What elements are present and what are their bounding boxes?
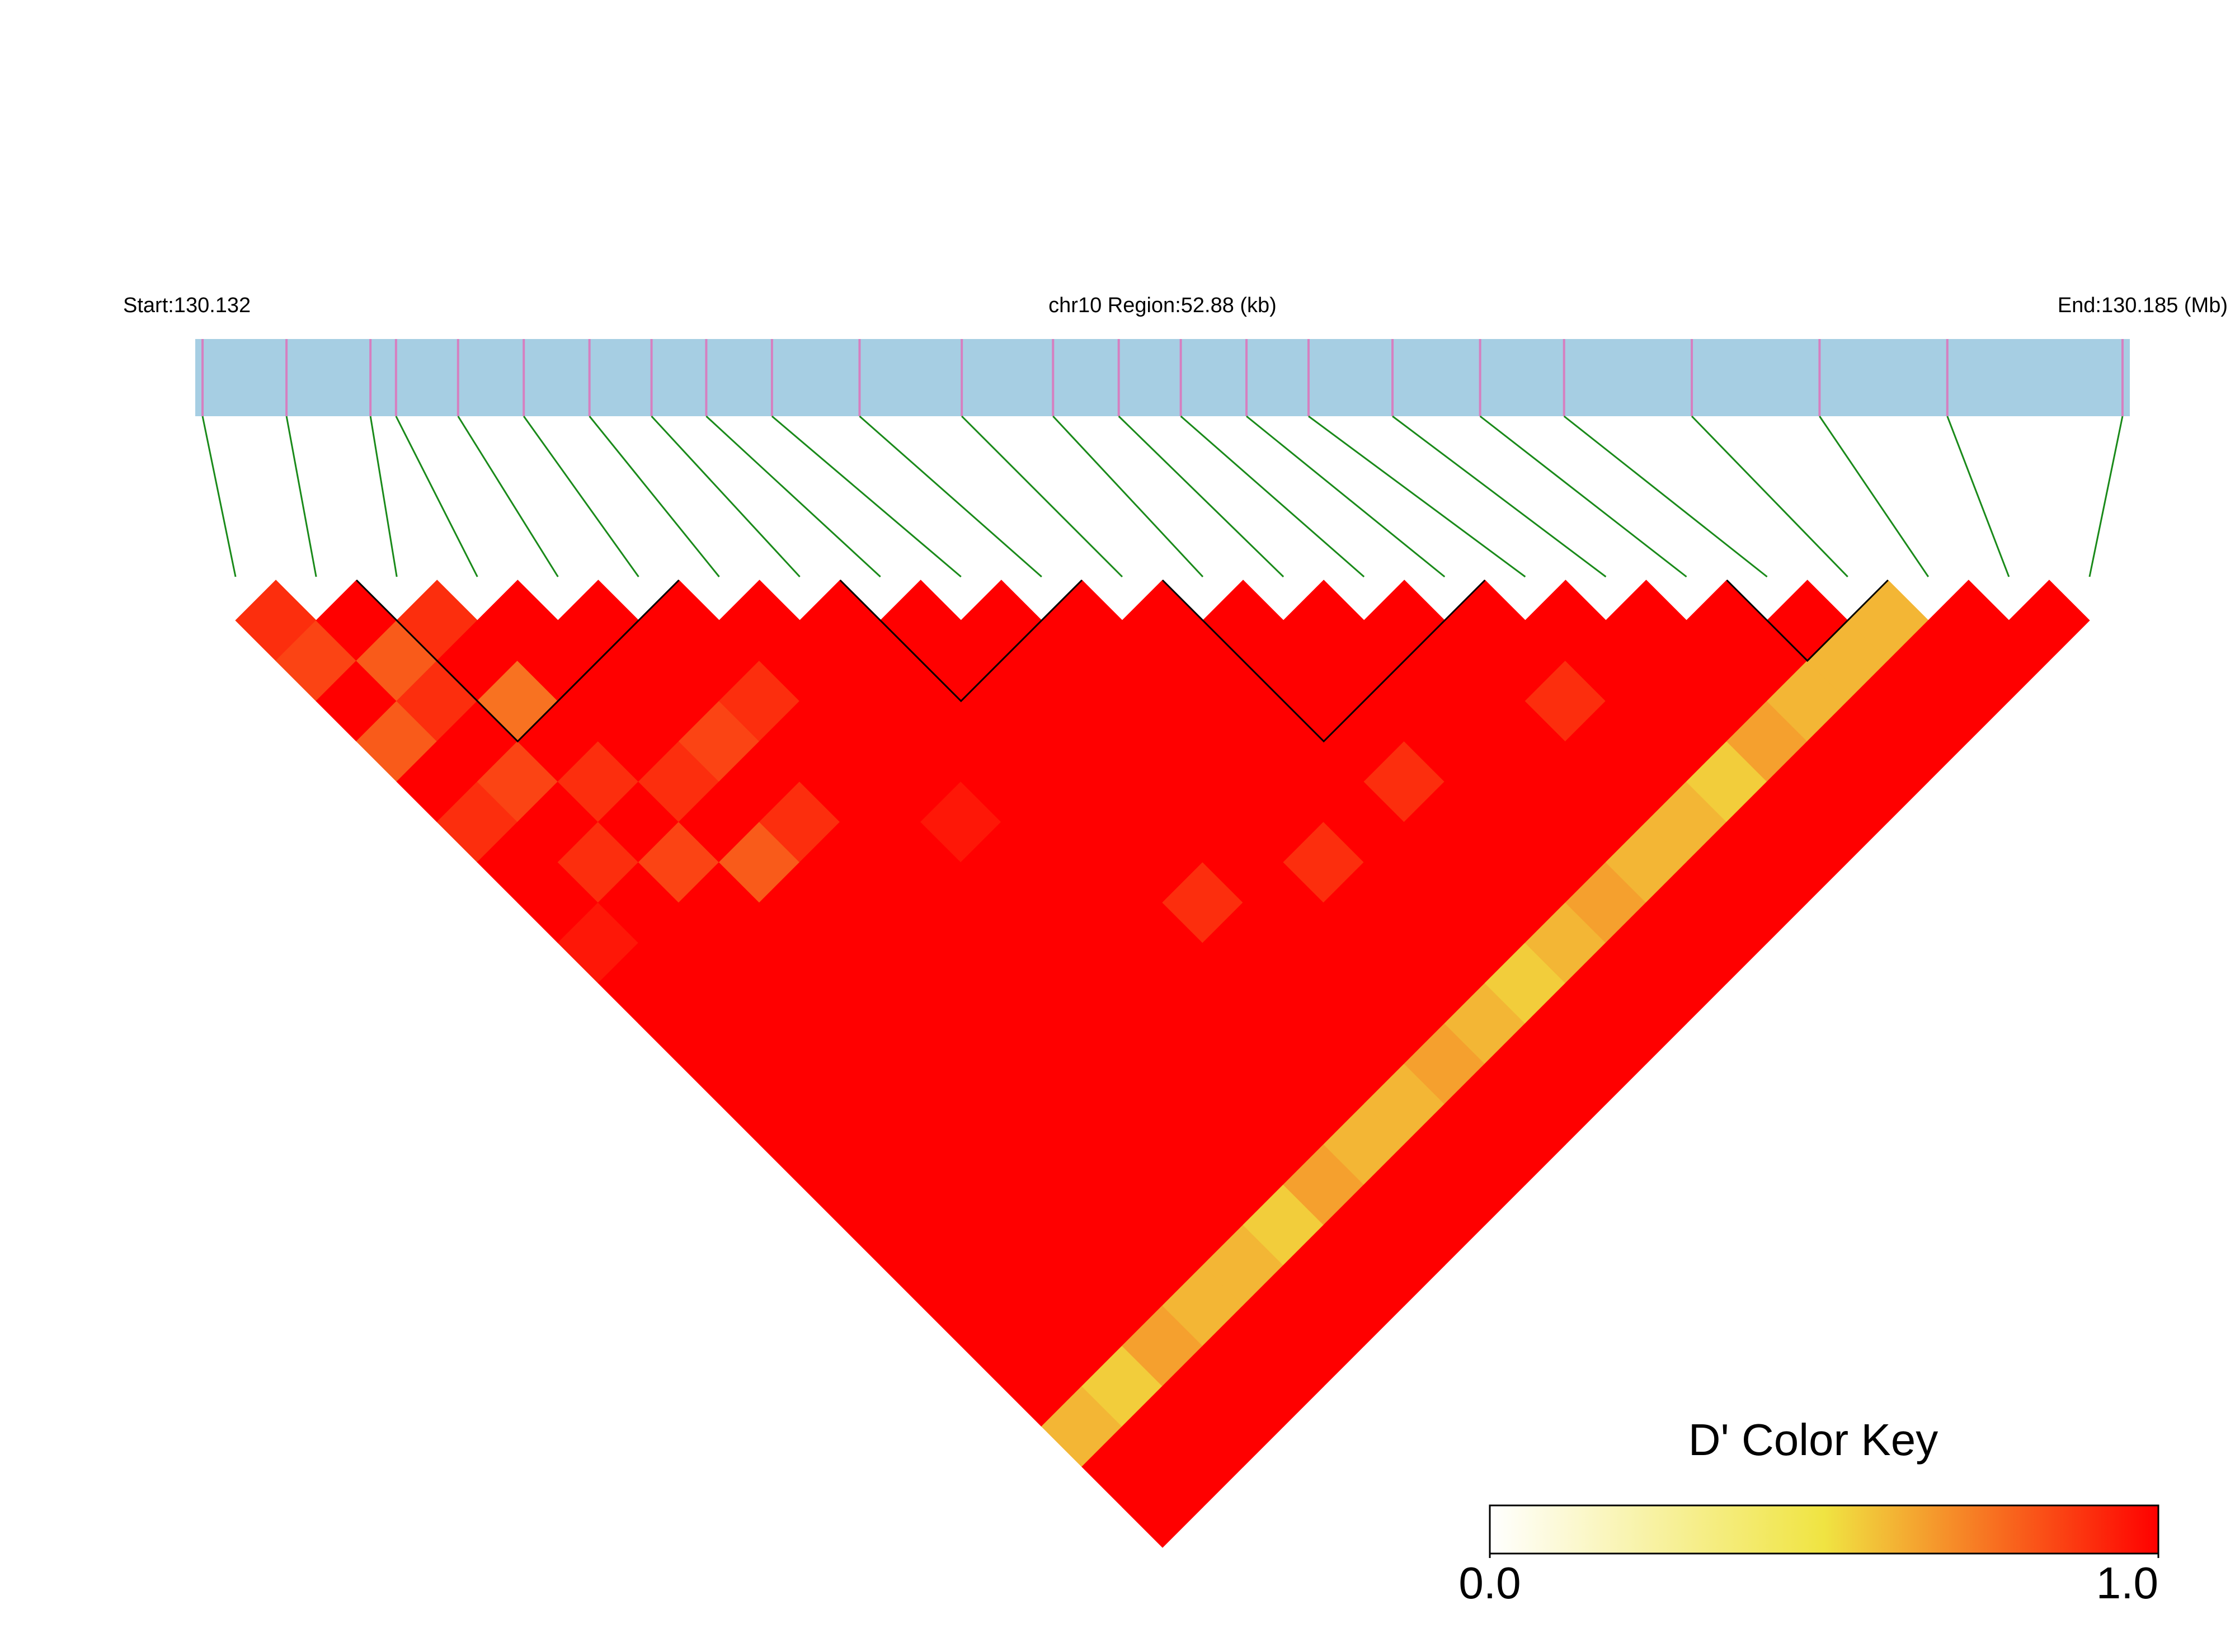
- snp-link: [1479, 415, 1687, 578]
- snp-link: [457, 416, 559, 577]
- snp-link: [2088, 416, 2124, 577]
- snp-link: [589, 416, 720, 577]
- snp-link: [201, 416, 237, 577]
- color-key: [1489, 1504, 2159, 1555]
- ld-block: [1726, 579, 1889, 662]
- snp-link: [705, 415, 881, 578]
- ld-block: [356, 579, 680, 743]
- snp-link: [859, 415, 1042, 578]
- region-label: chr10 Region:52.88 (kb): [1048, 294, 1277, 317]
- key-title: D' Color Key: [1688, 1415, 1938, 1465]
- region-bar: [195, 339, 2130, 416]
- snp-link: [1180, 415, 1365, 578]
- snp-link: [1819, 416, 1930, 577]
- snp-link: [523, 416, 639, 577]
- key-tick-label: 0.0: [1458, 1558, 1521, 1608]
- snp-link: [1246, 415, 1446, 578]
- snp-link: [1392, 415, 1607, 578]
- snp-link: [771, 415, 962, 578]
- snp-link: [1118, 415, 1284, 578]
- snp-link: [1563, 415, 1768, 578]
- snp-link: [395, 416, 478, 577]
- snp-link: [369, 416, 398, 577]
- snp-link: [1052, 415, 1204, 578]
- ld-block: [1161, 579, 1486, 743]
- snp-link: [1691, 415, 1848, 578]
- snp-link: [961, 415, 1123, 578]
- key-tick-label: 1.0: [2096, 1558, 2158, 1608]
- snp-link: [1946, 416, 2010, 577]
- end-label: End:130.185 (Mb): [2058, 294, 2228, 317]
- ld-cell: [2008, 580, 2090, 661]
- snp-link: [1308, 415, 1526, 578]
- snp-link: [285, 416, 317, 577]
- ld-block: [839, 579, 1083, 703]
- snp-link: [651, 415, 801, 578]
- start-label: Start:130.132: [123, 294, 251, 317]
